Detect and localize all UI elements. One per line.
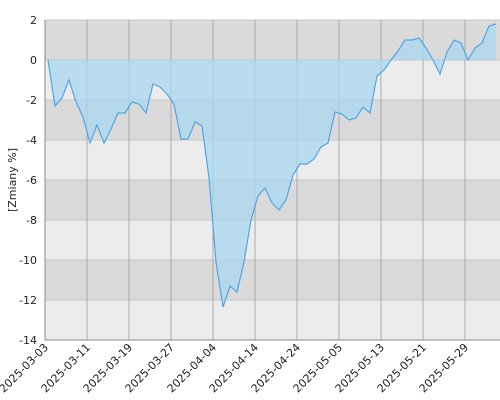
y-axis-label: [Zmiany %] (6, 148, 19, 212)
y-tick-label: -6 (26, 174, 37, 187)
grid-band (45, 220, 500, 260)
area (48, 24, 496, 307)
y-tick-label: -4 (26, 134, 37, 147)
y-tick-label: 2 (30, 14, 37, 27)
y-tick-label: -2 (26, 94, 37, 107)
y-tick-label: 0 (30, 54, 37, 67)
grid-band (45, 20, 500, 60)
y-tick-label: -8 (26, 214, 37, 227)
line (47, 23, 497, 308)
y-tick-label: -14 (19, 334, 37, 347)
grid-band (45, 260, 500, 300)
y-tick-label: -12 (19, 294, 37, 307)
grid-band (45, 300, 500, 340)
y-tick-label: -10 (19, 254, 37, 267)
